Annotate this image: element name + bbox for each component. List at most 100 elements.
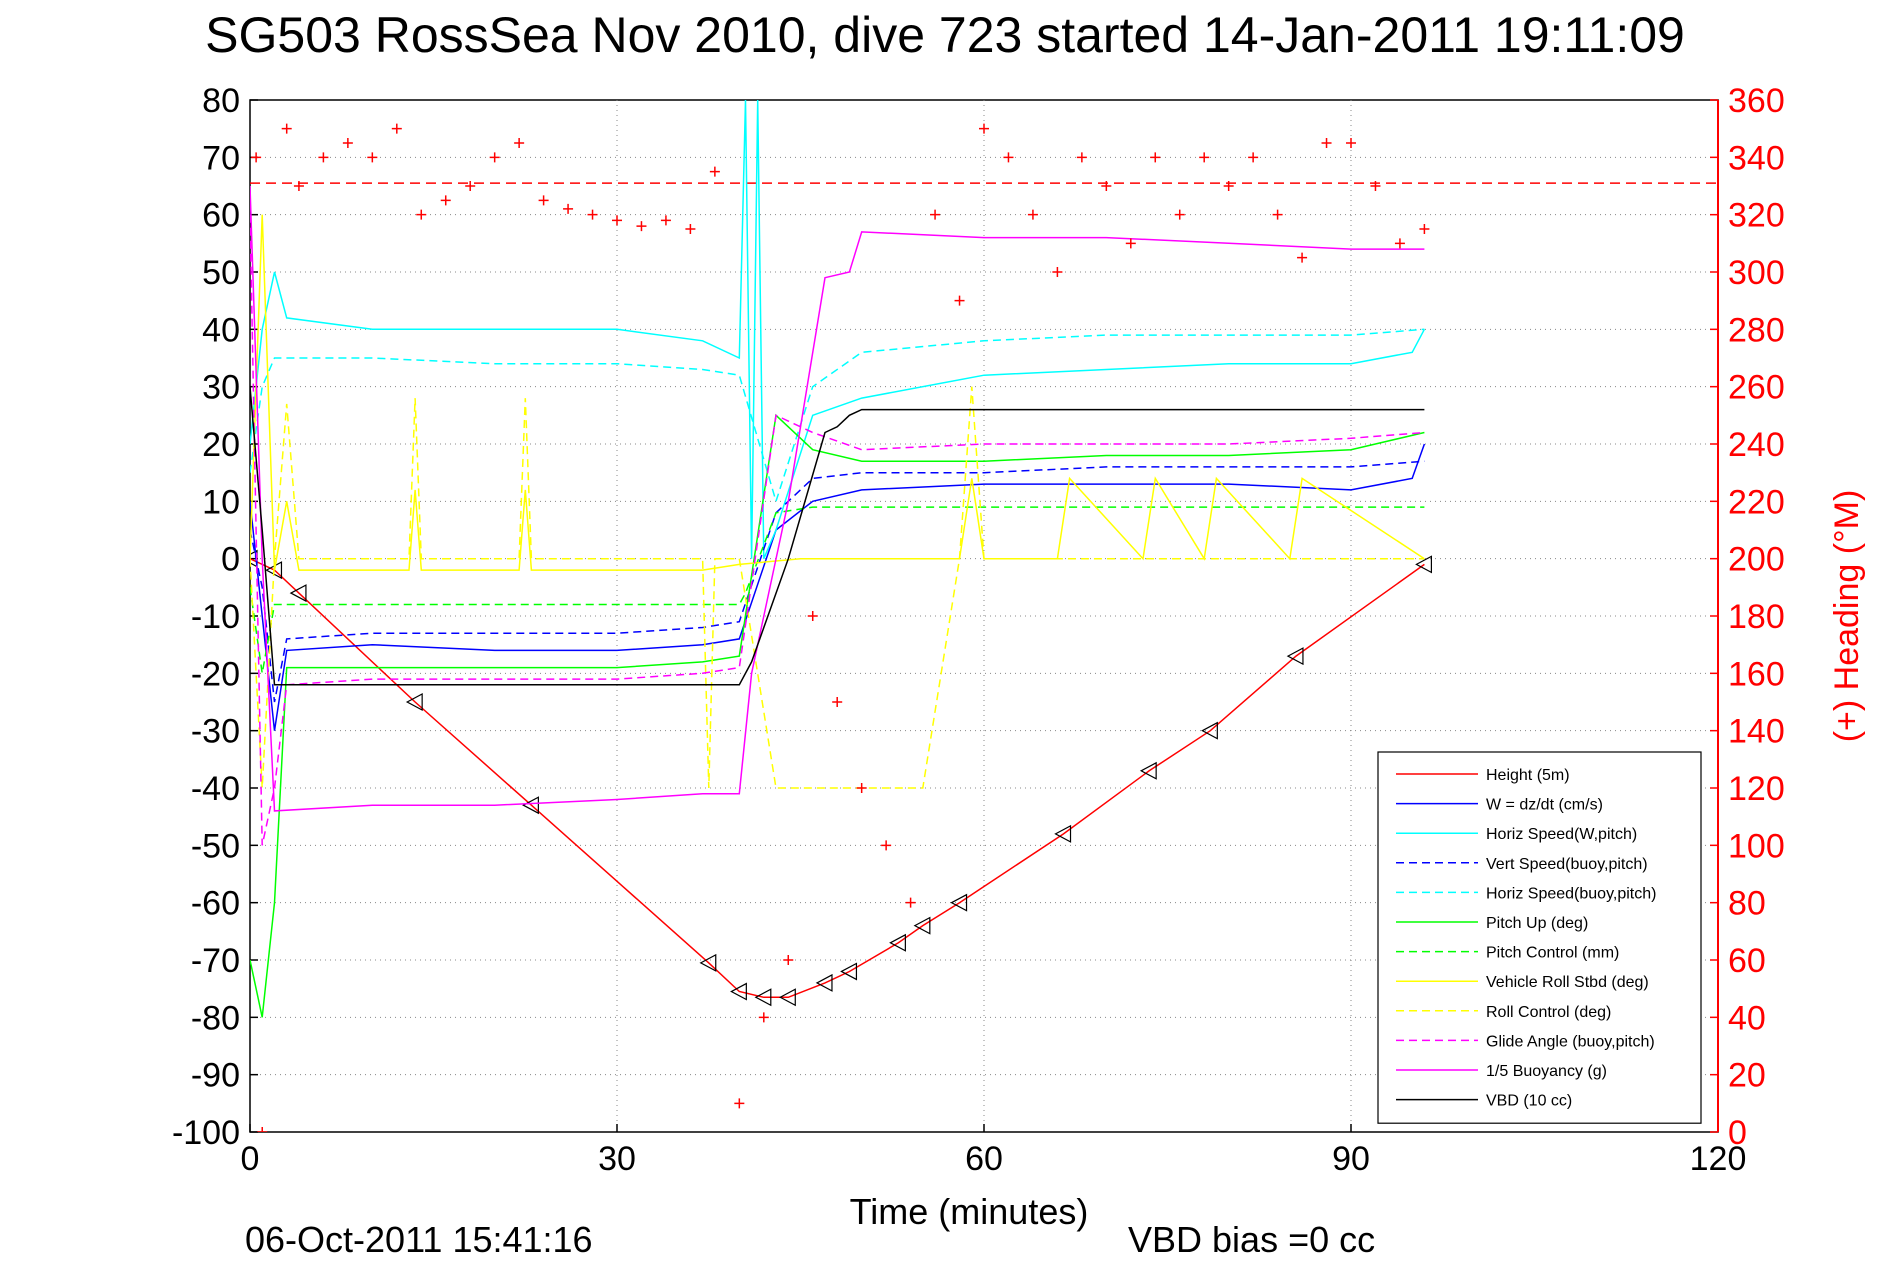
- series-line-horiz-speed-w-pitch: [250, 100, 1426, 559]
- heading-point: [489, 152, 500, 163]
- height-marker: [889, 933, 906, 952]
- height-marker: [1139, 761, 1157, 780]
- y2-tick-label: 100: [1728, 827, 1785, 865]
- y2-tick-label: 240: [1728, 426, 1785, 464]
- y2-tick-label: 160: [1728, 655, 1785, 693]
- heading-point: [930, 209, 941, 220]
- y2-tick-label: 180: [1728, 598, 1785, 636]
- y-tick-label: 20: [202, 426, 240, 464]
- legend-label-glide-angle-buoy-pitch: Glide Angle (buoy,pitch): [1486, 1033, 1655, 1050]
- legend-label-height-5m: Height (5m): [1486, 767, 1570, 784]
- footer-timestamp: 06-Oct-2011 15:41:16: [245, 1219, 593, 1260]
- height-marker: [950, 893, 968, 912]
- heading-point: [612, 215, 622, 226]
- heading-point: [1174, 209, 1185, 220]
- legend-label-horiz-speed-buoy-pitch: Horiz Speed(buoy,pitch): [1486, 885, 1656, 902]
- height-marker: [913, 916, 931, 935]
- height-marker: [1415, 555, 1432, 574]
- heading-point: [465, 181, 476, 191]
- series-line-vbd-10-cc: [250, 386, 1425, 686]
- heading-point: [905, 897, 916, 908]
- height-marker: [289, 584, 307, 603]
- heading-point: [1150, 152, 1161, 163]
- height-marker: [778, 988, 796, 1007]
- height-marker: [1201, 721, 1218, 740]
- y-tick-label: -50: [191, 827, 240, 865]
- heading-point: [709, 166, 720, 177]
- y2-tick-label: 360: [1728, 82, 1785, 120]
- y2-tick-label: 220: [1728, 483, 1785, 521]
- heading-point: [281, 123, 292, 134]
- legend-label-horiz-speed-w-pitch: Horiz Speed(W,pitch): [1486, 826, 1637, 843]
- chart-title: SG503 RossSea Nov 2010, dive 723 started…: [205, 7, 1685, 63]
- height-marker: [699, 953, 717, 972]
- heading-point: [563, 203, 574, 214]
- heading-point: [391, 123, 402, 134]
- series-line-vehicle-roll-stbd-deg: [250, 214, 1425, 571]
- y2-tick-label: 140: [1728, 713, 1785, 751]
- y-tick-label: -30: [191, 713, 240, 751]
- series-line-1-5-buoyancy-g: [250, 185, 1425, 812]
- y-tick-label: 0: [221, 541, 240, 579]
- legend-label-1-5-buoyancy-g: 1/5 Buoyancy (g): [1486, 1063, 1607, 1080]
- heading-point: [807, 611, 818, 621]
- heading-point: [367, 152, 378, 163]
- y-tick-label: -70: [191, 942, 240, 980]
- y2-tick-label: 80: [1728, 885, 1766, 923]
- y-tick-label: 30: [202, 369, 240, 407]
- vbd-bias-label: VBD bias =0 cc: [1128, 1219, 1375, 1260]
- y-tick-label: 40: [202, 311, 240, 349]
- heading-point: [734, 1098, 745, 1109]
- heading-point: [758, 1012, 769, 1023]
- legend-label-w-dz-dt-cm-s: W = dz/dt (cm/s): [1486, 797, 1603, 814]
- legend-label-pitch-control-mm: Pitch Control (mm): [1486, 945, 1619, 962]
- heading-point: [832, 697, 843, 707]
- y-tick-label: 70: [202, 139, 240, 177]
- y2-tick-label: 60: [1728, 942, 1766, 980]
- series-line-height-5m: [250, 558, 1425, 999]
- series-line-glide-angle-buoy-pitch: [250, 214, 1425, 846]
- heading-point: [660, 215, 671, 226]
- series-line-w-dz-dt-cm-s: [250, 443, 1426, 731]
- heading-point: [1003, 152, 1014, 163]
- x-tick-label: 90: [1332, 1140, 1370, 1178]
- legend-label-vbd-10-cc: VBD (10 cc): [1486, 1093, 1572, 1110]
- legend-label-vert-speed-buoy-pitch: Vert Speed(buoy,pitch): [1486, 856, 1648, 873]
- height-marker: [405, 693, 423, 711]
- y2-tick-label: 300: [1728, 254, 1785, 292]
- y2-tick-label: 260: [1728, 369, 1785, 407]
- y2-tick-label: 0: [1728, 1114, 1747, 1152]
- series-line-vert-speed-buoy-pitch: [250, 460, 1425, 703]
- y-tick-label: -60: [191, 885, 240, 923]
- heading-point: [342, 138, 353, 148]
- heading-point: [293, 181, 304, 191]
- heading-point: [1346, 138, 1356, 148]
- height-marker: [1054, 824, 1072, 843]
- height-marker: [754, 988, 772, 1007]
- heading-point: [416, 209, 427, 220]
- y2-tick-label: 120: [1728, 770, 1785, 808]
- series-line-roll-control-deg: [250, 386, 1425, 789]
- series-group: [250, 100, 1718, 1132]
- heading-point: [257, 1127, 268, 1132]
- x-tick-label: 30: [598, 1140, 636, 1178]
- y-tick-label: 50: [202, 254, 240, 292]
- heading-point: [1052, 267, 1063, 277]
- heading-point: [1027, 209, 1038, 220]
- height-marker: [840, 962, 858, 981]
- heading-point: [514, 138, 525, 148]
- y2-tick-label: 40: [1728, 999, 1766, 1037]
- heading-point: [251, 152, 262, 163]
- x-tick-label: 60: [965, 1140, 1003, 1178]
- height-marker: [730, 982, 747, 1001]
- y-tick-label: -90: [191, 1057, 240, 1095]
- y-tick-label: -40: [191, 770, 240, 808]
- y2-axis-label: (+) Heading (°M): [1828, 490, 1866, 743]
- height-marker: [1286, 647, 1304, 666]
- heading-point: [1199, 152, 1210, 163]
- legend-label-vehicle-roll-stbd-deg: Vehicle Roll Stbd (deg): [1486, 974, 1649, 991]
- heading-point: [587, 209, 598, 220]
- heading-point: [538, 195, 549, 206]
- y-tick-label: 10: [202, 483, 240, 521]
- heading-point: [318, 152, 329, 163]
